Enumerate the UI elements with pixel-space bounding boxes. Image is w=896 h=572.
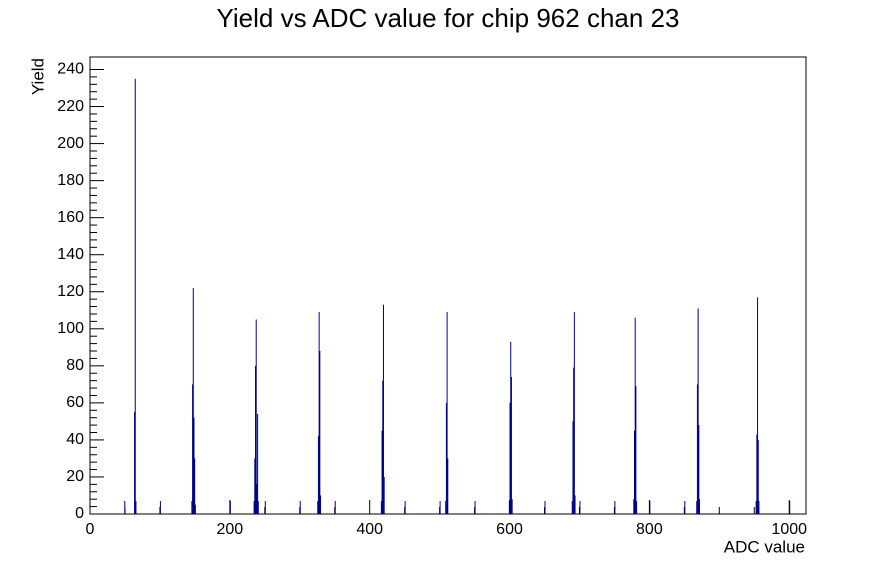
histogram-bar xyxy=(510,376,512,514)
histogram-bar xyxy=(757,297,759,514)
histogram-bar xyxy=(544,501,546,514)
histogram-bar xyxy=(264,501,266,514)
histogram-bar xyxy=(614,501,616,514)
histogram-bar xyxy=(256,484,258,514)
histogram-bar xyxy=(135,501,137,514)
histogram-bar xyxy=(573,312,575,514)
histogram-bar xyxy=(574,495,576,514)
histogram-bar xyxy=(573,367,575,514)
histogram-bar xyxy=(698,425,700,514)
x-tick-label: 800 xyxy=(636,521,663,538)
histogram-bar xyxy=(633,499,635,514)
histogram-bar xyxy=(509,402,511,514)
x-axis-label: ADC value xyxy=(724,537,805,556)
histogram-bar xyxy=(254,458,256,514)
y-axis-label: Yield xyxy=(28,58,47,95)
histogram-bar xyxy=(334,501,336,514)
histogram-bar xyxy=(633,430,635,514)
histogram-bar xyxy=(380,501,382,514)
histogram-bar xyxy=(439,501,441,514)
histogram-bar xyxy=(299,501,301,514)
histogram-bar xyxy=(572,421,574,514)
histogram-bar xyxy=(382,380,384,514)
y-tick-label: 20 xyxy=(66,468,84,485)
x-tick-label: 600 xyxy=(496,521,523,538)
y-tick-label: 80 xyxy=(66,357,84,374)
histogram-bar xyxy=(571,501,573,514)
histogram-bar xyxy=(383,476,385,514)
y-tick-label: 100 xyxy=(57,320,84,337)
histogram-bar xyxy=(634,317,636,514)
histogram-bar xyxy=(684,501,686,514)
histogram-bar xyxy=(134,78,136,514)
histogram-bar xyxy=(191,501,193,514)
y-tick-label: 60 xyxy=(66,394,84,411)
y-tick-label: 40 xyxy=(66,431,84,448)
histogram-bar xyxy=(635,386,637,514)
histogram-bar xyxy=(579,501,581,514)
histogram-bar xyxy=(756,434,758,514)
histogram-bar xyxy=(636,501,638,514)
y-tick-label: 140 xyxy=(57,246,84,263)
histogram-bar xyxy=(758,501,760,514)
y-tick-label: 180 xyxy=(57,172,84,189)
y-tick-label: 240 xyxy=(57,61,84,78)
histogram-bar xyxy=(253,501,255,514)
histogram-bar xyxy=(696,384,698,514)
histogram-bar xyxy=(404,501,406,514)
histogram-bar xyxy=(193,417,195,514)
histogram-bar xyxy=(474,501,476,514)
x-tick-label: 1000 xyxy=(771,521,807,538)
histogram-bar xyxy=(318,312,320,514)
histogram-bar xyxy=(699,499,701,514)
histogram-bar xyxy=(255,365,257,514)
histogram-bar xyxy=(447,458,449,514)
histogram-bar xyxy=(445,501,447,514)
histogram-bar xyxy=(382,304,384,514)
histogram-bar xyxy=(194,458,196,514)
x-tick-label: 0 xyxy=(86,521,95,538)
histogram-bar xyxy=(229,501,231,514)
y-tick-label: 120 xyxy=(57,283,84,300)
histogram-bar xyxy=(445,402,447,514)
histogram-bar xyxy=(508,501,510,514)
histogram-bar xyxy=(696,501,698,514)
histogram-bar xyxy=(159,501,161,514)
histogram-bar xyxy=(124,501,126,514)
histogram-bar xyxy=(446,312,448,514)
x-tick-label: 200 xyxy=(216,521,243,538)
histogram-bar xyxy=(257,413,259,514)
histogram-bar xyxy=(319,351,321,514)
y-tick-label: 200 xyxy=(57,135,84,152)
histogram-bar xyxy=(194,504,196,514)
histogram-bar xyxy=(697,308,699,514)
histogram-bar xyxy=(755,501,757,514)
histogram-bar xyxy=(257,501,259,514)
histogram-bar xyxy=(192,288,194,514)
y-tick-label: 220 xyxy=(57,98,84,115)
histogram-bar xyxy=(317,501,319,514)
histogram-bar xyxy=(134,412,136,514)
chart-title: Yield vs ADC value for chip 962 chan 23 xyxy=(217,3,680,33)
histogram-bar xyxy=(317,436,319,514)
histogram-bar xyxy=(789,501,791,514)
y-tick-label: 160 xyxy=(57,209,84,226)
histogram-bar xyxy=(320,495,322,514)
histogram-bar xyxy=(510,341,512,514)
x-tick-label: 400 xyxy=(356,521,383,538)
histogram-bar xyxy=(192,384,194,514)
histogram-bar xyxy=(381,430,383,514)
y-tick-label: 0 xyxy=(75,505,84,522)
histogram-bar xyxy=(649,501,651,514)
histogram-bar xyxy=(511,499,513,514)
histogram-bar xyxy=(255,319,257,514)
histogram-bar xyxy=(757,439,759,514)
